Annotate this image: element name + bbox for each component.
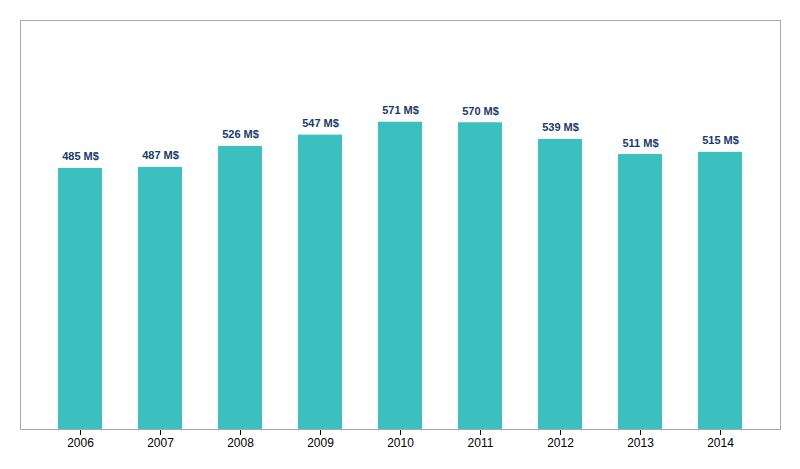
svg-text:515 M$: 515 M$ — [702, 134, 739, 146]
svg-text:2009: 2009 — [307, 436, 334, 450]
svg-text:2008: 2008 — [227, 436, 254, 450]
svg-text:2014: 2014 — [707, 436, 734, 450]
svg-text:2011: 2011 — [468, 436, 494, 450]
svg-text:571 M$: 571 M$ — [382, 104, 419, 116]
svg-text:526 M$: 526 M$ — [222, 128, 259, 140]
svg-text:487 M$: 487 M$ — [142, 149, 179, 161]
svg-text:511 M$: 511 M$ — [622, 137, 658, 149]
svg-text:570 M$: 570 M$ — [462, 105, 499, 117]
svg-text:2006: 2006 — [67, 436, 94, 450]
svg-text:539 M$: 539 M$ — [542, 121, 579, 133]
svg-text:2013: 2013 — [627, 436, 654, 450]
svg-text:2010: 2010 — [387, 436, 414, 450]
svg-text:547 M$: 547 M$ — [302, 117, 339, 129]
svg-text:485 M$: 485 M$ — [62, 150, 99, 162]
svg-text:2007: 2007 — [147, 436, 174, 450]
svg-text:2012: 2012 — [547, 436, 574, 450]
